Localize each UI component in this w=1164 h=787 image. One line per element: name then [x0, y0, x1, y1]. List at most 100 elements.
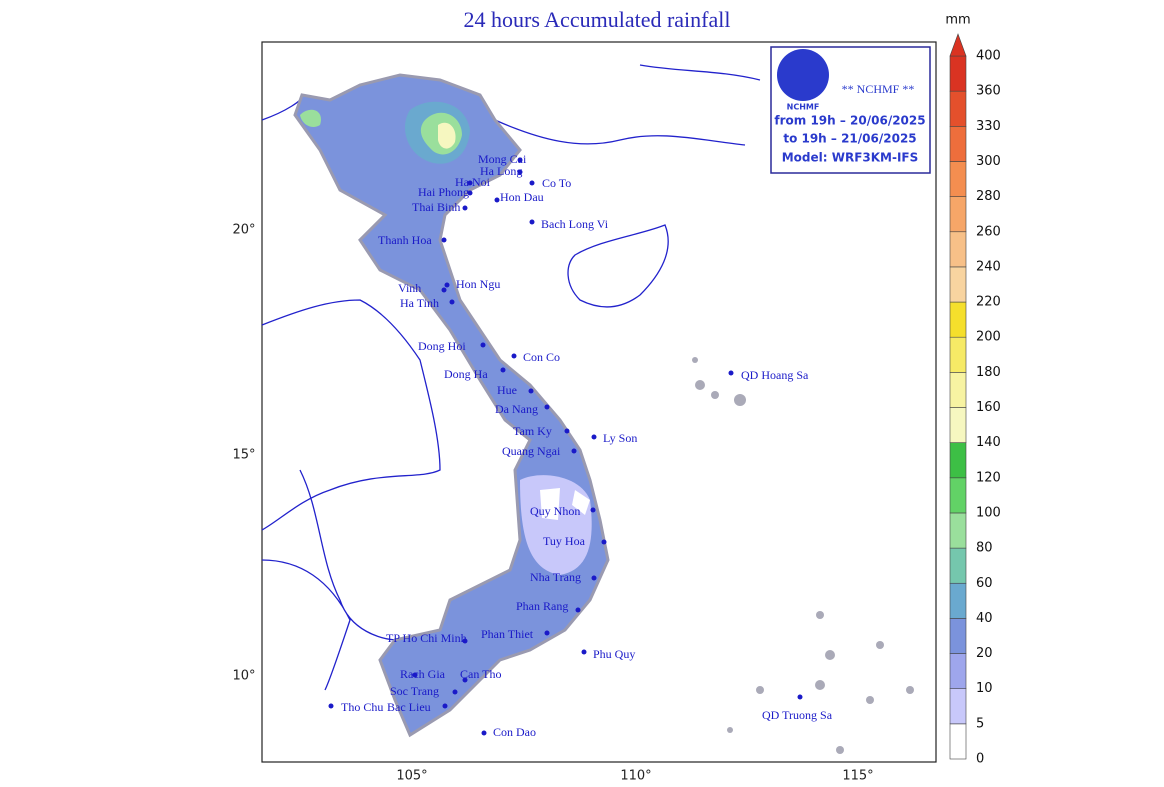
station-dot	[328, 703, 334, 709]
logo: NCHMF ** NCHMF ** from 19h – 20/06/2025 …	[770, 46, 931, 174]
station-label: QD Hoang Sa	[741, 368, 809, 382]
colorbar-label: 120	[976, 470, 1001, 485]
map-title: 24 hours Accumulated rainfall	[464, 7, 731, 32]
colorbar-label: 10	[976, 681, 993, 696]
station-label: Soc Trang	[390, 684, 439, 698]
station-label: Hue	[497, 383, 517, 397]
station-label: Tho Chu	[341, 700, 383, 714]
colorbar-bin	[949, 547, 967, 584]
colorbar-label: 200	[976, 330, 1001, 345]
station-label: Can Tho	[460, 667, 501, 681]
x-axis-label: 105°	[396, 769, 427, 784]
station-label: Phan Thiet	[481, 627, 534, 641]
colorbar-label: 100	[976, 505, 1001, 520]
colorbar-label: 360	[976, 84, 1001, 99]
colorbar-label: 300	[976, 154, 1001, 169]
colorbar-label: 260	[976, 224, 1001, 239]
colorbar-bin	[949, 582, 967, 619]
colorbar-label: 180	[976, 365, 1001, 380]
station-dot	[412, 672, 418, 678]
station-label: Dong Hoi	[418, 339, 466, 353]
station-dot	[494, 197, 500, 203]
colorbar-label: 140	[976, 435, 1001, 450]
station-label: Con Co	[523, 350, 560, 364]
axis-labels: 105° 110° 115° 20° 15° 10°	[232, 223, 873, 784]
x-axis-label: 110°	[620, 769, 651, 784]
logo-model: Model: WRF3KM-IFS	[782, 151, 919, 165]
station-dot	[728, 370, 734, 376]
colorbar-label: 400	[976, 49, 1001, 64]
station-dot	[462, 205, 468, 211]
islands	[692, 357, 914, 754]
colorbar-label: 160	[976, 400, 1001, 415]
station-label: Vinh	[398, 281, 421, 295]
station-label: Nha Trang	[530, 570, 581, 584]
y-axis-label: 20°	[232, 223, 255, 238]
station-label: Thai Binh	[412, 200, 460, 214]
station-dot	[462, 638, 468, 644]
colorbar-label: 60	[976, 576, 993, 591]
station-label: Phu Quy	[593, 647, 635, 661]
logo-agency: ** NCHMF **	[842, 82, 915, 96]
rainfall-80-100-west	[300, 109, 321, 127]
station-dot	[544, 404, 550, 410]
station-dot	[467, 190, 473, 196]
colorbar-bin	[949, 407, 967, 443]
colorbar-bin	[949, 372, 967, 408]
colorbar-bin	[949, 723, 967, 760]
station-label: Ha Tinh	[400, 296, 439, 310]
colorbar-bin	[949, 196, 967, 233]
station-label: Tuy Hoa	[543, 534, 586, 548]
station-label: Ly Son	[603, 431, 637, 445]
station-label: Quy Nhon	[530, 504, 580, 518]
y-axis-label: 15°	[232, 448, 255, 463]
colorbar-bin	[949, 266, 967, 303]
station-label: Co To	[542, 176, 571, 190]
y-axis-label: 10°	[232, 669, 255, 684]
station-dot	[500, 367, 506, 373]
station-label: Con Dao	[493, 725, 536, 739]
station-dot	[517, 157, 523, 163]
station-dot	[441, 237, 447, 243]
station-dot	[571, 448, 577, 454]
colorbar-bin	[949, 231, 967, 268]
station-dot	[590, 507, 596, 513]
logo-to: to 19h – 21/06/2025	[783, 132, 916, 146]
station-label: Ha Noi	[455, 175, 491, 189]
station-dot	[444, 282, 450, 288]
station-dot	[517, 169, 523, 175]
station-label: Bach Long Vi	[541, 217, 609, 231]
colorbar-bin	[949, 126, 967, 162]
rainfall-140-160	[438, 122, 456, 149]
colorbar-label: 280	[976, 189, 1001, 204]
station-label: Mong Cai	[478, 152, 527, 166]
logo-emblem-text: NCHMF	[787, 103, 820, 112]
station-dot	[797, 694, 803, 700]
station-label: Hon Ngu	[456, 277, 500, 291]
station-dot	[591, 575, 597, 581]
colorbar-label: 80	[976, 541, 993, 556]
station-dot	[452, 689, 458, 695]
colorbar-label: 40	[976, 611, 993, 626]
coastlines	[261, 64, 761, 691]
station-label: Thanh Hoa	[378, 233, 432, 247]
colorbar-arrow	[949, 33, 967, 57]
station-label: Rach Gia	[400, 667, 446, 681]
colorbar: 0 5 10 20 40 60 80 100 120 140 160 180 200 220 240 260 2…	[949, 33, 1001, 767]
vietnam-rainfall-area	[293, 73, 610, 738]
station-dot	[528, 388, 534, 394]
station-dot	[449, 299, 455, 305]
station-dot	[529, 180, 535, 186]
colorbar-unit: mm	[945, 13, 970, 28]
colorbar-bin	[949, 336, 967, 373]
station-dot	[511, 353, 517, 359]
station-dot	[467, 180, 473, 186]
station-dot	[529, 219, 535, 225]
colorbar-bin	[949, 442, 967, 479]
station-label: TP Ho Chi Minh	[386, 631, 467, 645]
colorbar-label: 20	[976, 646, 993, 661]
colorbar-label: 220	[976, 295, 1001, 310]
station-dot	[591, 434, 597, 440]
